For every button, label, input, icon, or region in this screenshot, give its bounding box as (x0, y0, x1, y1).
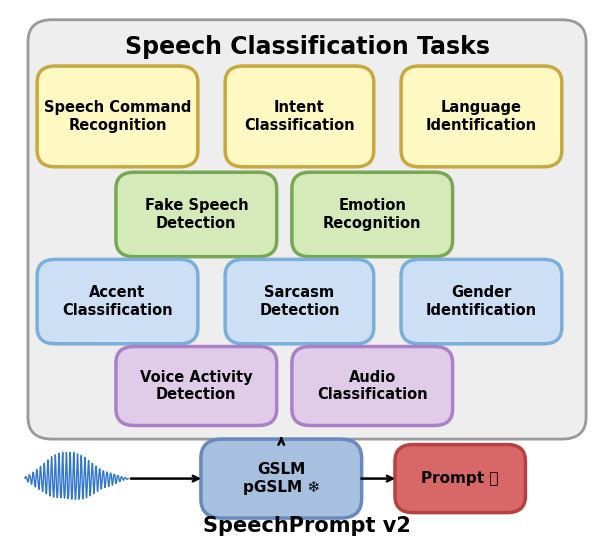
Text: Intent
Classification: Intent Classification (244, 100, 354, 133)
Text: Fake Speech
Detection: Fake Speech Detection (145, 198, 248, 230)
Text: Voice Activity
Detection: Voice Activity Detection (140, 370, 253, 402)
Text: Speech Command
Recognition: Speech Command Recognition (44, 100, 191, 133)
FancyBboxPatch shape (37, 259, 198, 344)
Text: Language
Identification: Language Identification (426, 100, 537, 133)
Text: Prompt 🔥: Prompt 🔥 (421, 471, 499, 486)
FancyBboxPatch shape (116, 172, 277, 257)
Text: Gender
Identification: Gender Identification (426, 286, 537, 318)
Text: Emotion
Recognition: Emotion Recognition (323, 198, 421, 230)
FancyBboxPatch shape (225, 66, 374, 167)
FancyBboxPatch shape (201, 439, 362, 518)
FancyBboxPatch shape (292, 172, 452, 257)
FancyBboxPatch shape (401, 66, 562, 167)
FancyBboxPatch shape (292, 347, 452, 425)
FancyBboxPatch shape (37, 66, 198, 167)
FancyBboxPatch shape (395, 444, 525, 513)
Text: Speech Classification Tasks: Speech Classification Tasks (125, 35, 489, 59)
FancyBboxPatch shape (28, 20, 586, 439)
Text: SpeechPrompt v2: SpeechPrompt v2 (203, 515, 411, 536)
Text: Audio
Classification: Audio Classification (317, 370, 427, 402)
FancyBboxPatch shape (225, 259, 374, 344)
Text: Sarcasm
Detection: Sarcasm Detection (259, 286, 340, 318)
FancyBboxPatch shape (401, 259, 562, 344)
FancyBboxPatch shape (116, 347, 277, 425)
Text: GSLM
pGSLM ❄️: GSLM pGSLM ❄️ (243, 462, 320, 495)
Text: Accent
Classification: Accent Classification (62, 286, 173, 318)
